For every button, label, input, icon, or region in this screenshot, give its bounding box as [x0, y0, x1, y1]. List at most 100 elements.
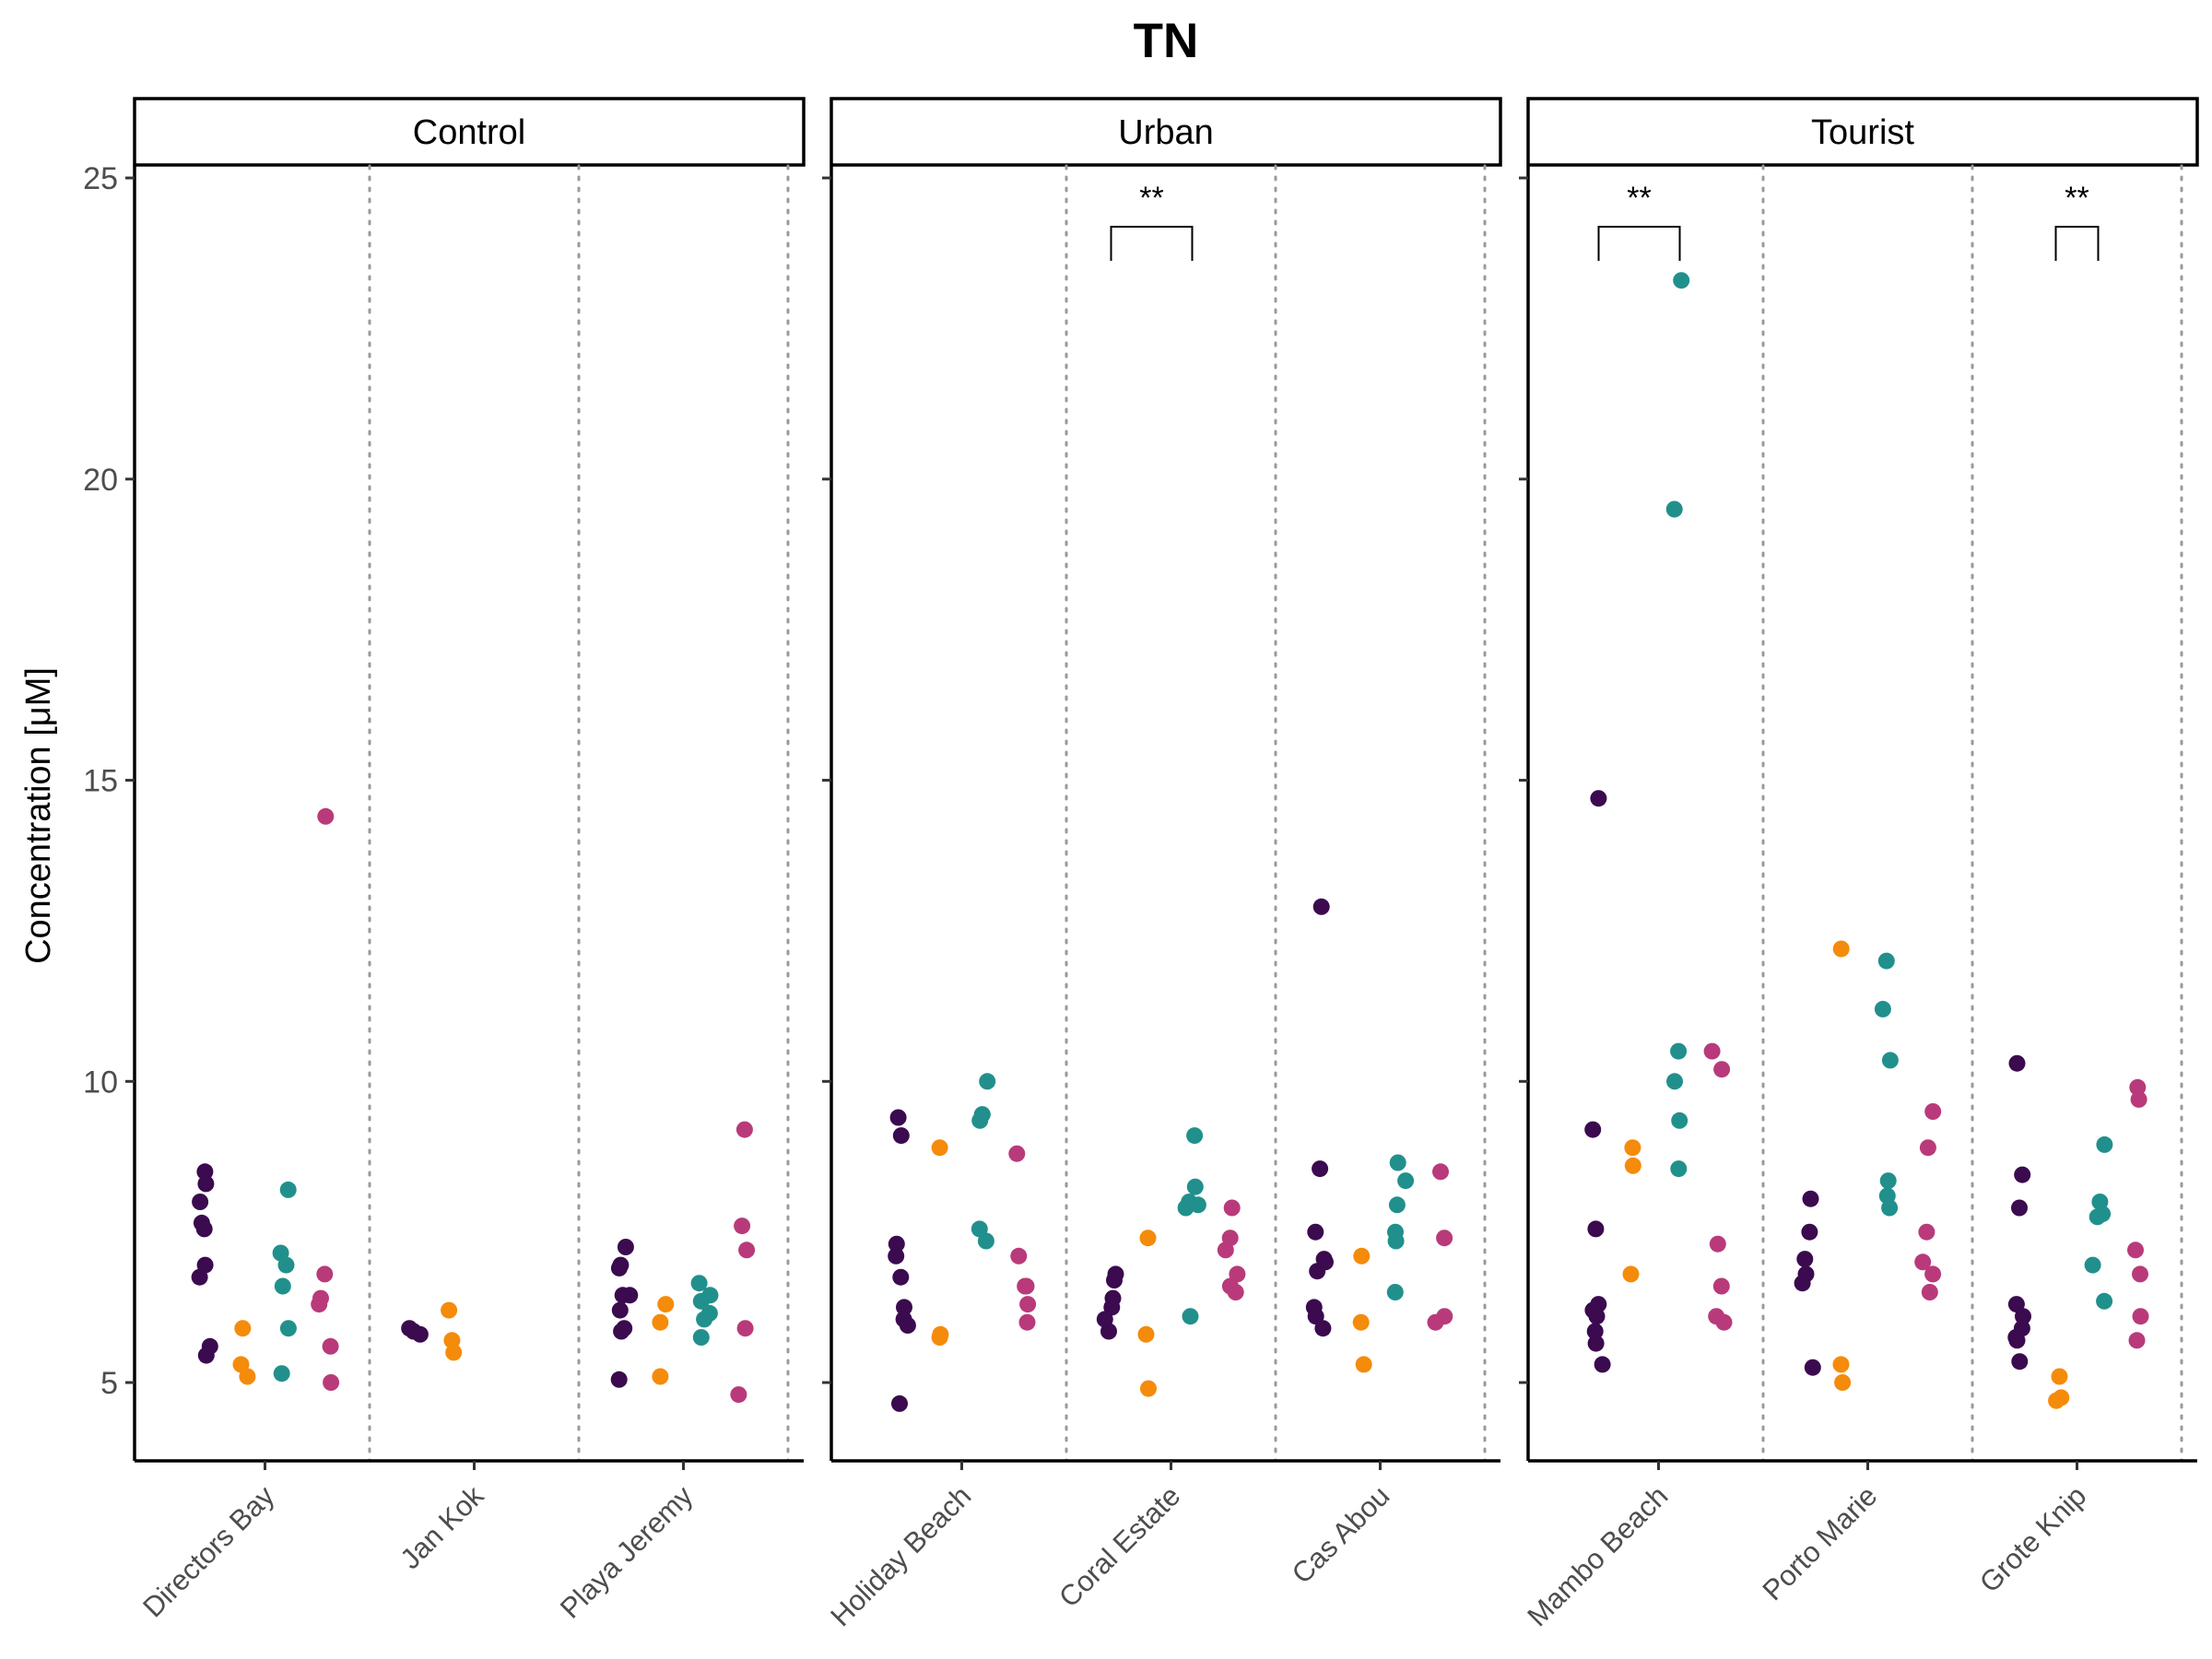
- data-point: [892, 1268, 910, 1286]
- data-point: [1624, 1157, 1641, 1174]
- data-point: [614, 1287, 631, 1304]
- data-point: [2096, 1135, 2113, 1153]
- data-point: [2051, 1368, 2068, 1385]
- x-tick-label: Holiday Beach: [824, 1479, 977, 1632]
- facet-strip-label: Tourist: [1811, 113, 1914, 152]
- data-point: [1924, 1103, 1942, 1120]
- data-point: [274, 1277, 291, 1295]
- data-point: [734, 1218, 751, 1235]
- data-point: [196, 1163, 214, 1181]
- data-point: [1588, 1308, 1606, 1325]
- data-point: [931, 1329, 948, 1346]
- data-point: [322, 1337, 339, 1355]
- data-point: [899, 1317, 916, 1334]
- data-point: [1703, 1042, 1721, 1060]
- data-point: [2130, 1090, 2147, 1108]
- data-point: [1590, 790, 1607, 807]
- facet-panel-control: Control 5 10 15 20 25 Directors Bay Jan Kok Play…: [83, 97, 806, 1625]
- data-point: [239, 1368, 256, 1385]
- facet-strip-label: Control: [413, 113, 526, 152]
- data-point: [2084, 1256, 2101, 1274]
- data-point: [2048, 1392, 2065, 1409]
- x-tick-label: Mambo Beach: [1521, 1479, 1674, 1632]
- data-point: [1388, 1196, 1406, 1214]
- data-point: [2132, 1265, 2148, 1283]
- data-point: [730, 1386, 747, 1404]
- data-point: [1670, 1160, 1688, 1178]
- data-point: [1353, 1247, 1371, 1265]
- x-tick-label: Jan Kok: [394, 1479, 489, 1575]
- data-point: [2008, 1332, 2026, 1349]
- data-point: [652, 1368, 669, 1385]
- data-point: [1879, 1172, 1897, 1190]
- data-point: [2015, 1308, 2031, 1325]
- data-point: [611, 1301, 629, 1319]
- data-point: [1715, 1313, 1733, 1331]
- data-point: [279, 1181, 297, 1198]
- data-point: [191, 1268, 208, 1286]
- data-point: [971, 1112, 989, 1129]
- data-point: [1919, 1139, 1936, 1157]
- data-point: [2127, 1241, 2144, 1259]
- data-point: [888, 1235, 905, 1253]
- data-point: [2128, 1332, 2146, 1349]
- data-point: [1100, 1323, 1117, 1340]
- data-point: [1587, 1335, 1605, 1352]
- data-point: [1586, 1323, 1604, 1340]
- facet-strip-label: Urban: [1118, 113, 1214, 152]
- data-point: [1139, 1230, 1157, 1247]
- data-point: [311, 1296, 328, 1313]
- data-point: [738, 1241, 756, 1259]
- data-point: [1386, 1284, 1404, 1300]
- data-point: [1307, 1223, 1324, 1241]
- chart-title: TN: [1134, 14, 1199, 68]
- data-point: [2014, 1166, 2031, 1183]
- x-tick-label: Porto Marie: [1756, 1479, 1883, 1606]
- data-point: [195, 1220, 213, 1238]
- data-point: [979, 1073, 996, 1090]
- data-point: [696, 1311, 713, 1328]
- y-tick-label: 20: [83, 463, 118, 498]
- data-point: [1881, 1052, 1899, 1069]
- data-point: [1794, 1275, 1811, 1292]
- data-point: [1709, 1235, 1726, 1253]
- data-point: [1018, 1277, 1035, 1295]
- data-point: [692, 1329, 710, 1346]
- data-point: [1186, 1178, 1204, 1195]
- data-point: [1624, 1139, 1641, 1157]
- data-point: [690, 1275, 708, 1292]
- facet-panels: Control 5 10 15 20 25 Directors Bay Jan Kok Play…: [83, 97, 2199, 1632]
- data-point: [1352, 1313, 1370, 1331]
- data-point: [1801, 1223, 1818, 1241]
- data-point: [2132, 1308, 2149, 1325]
- data-point: [1713, 1061, 1731, 1078]
- data-point: [273, 1365, 290, 1382]
- significance-label: **: [1627, 181, 1651, 216]
- x-tick-label: Directors Bay: [136, 1479, 281, 1624]
- data-point: [445, 1344, 463, 1361]
- data-point: [1217, 1241, 1234, 1259]
- data-point: [316, 1265, 334, 1283]
- data-point: [889, 1109, 907, 1126]
- data-point: [1229, 1265, 1246, 1283]
- data-point: [1673, 272, 1690, 289]
- data-point: [1594, 1356, 1611, 1373]
- data-point: [197, 1175, 215, 1193]
- data-point: [2008, 1054, 2026, 1072]
- data-point: [1918, 1223, 1936, 1241]
- data-point: [892, 1127, 910, 1145]
- data-point: [617, 1239, 634, 1255]
- facet-panel-tourist: Tourist Mambo Beach Porto Marie Grote Knip *…: [1519, 97, 2199, 1632]
- data-point: [1666, 1073, 1683, 1090]
- data-point: [1010, 1247, 1028, 1265]
- data-point: [1587, 1220, 1605, 1238]
- data-point: [1309, 1263, 1326, 1280]
- data-point: [888, 1247, 905, 1265]
- data-point: [657, 1296, 675, 1313]
- data-point: [441, 1301, 458, 1319]
- data-point: [197, 1347, 215, 1364]
- data-point: [323, 1374, 340, 1391]
- data-point: [610, 1259, 628, 1277]
- data-point: [1432, 1163, 1449, 1181]
